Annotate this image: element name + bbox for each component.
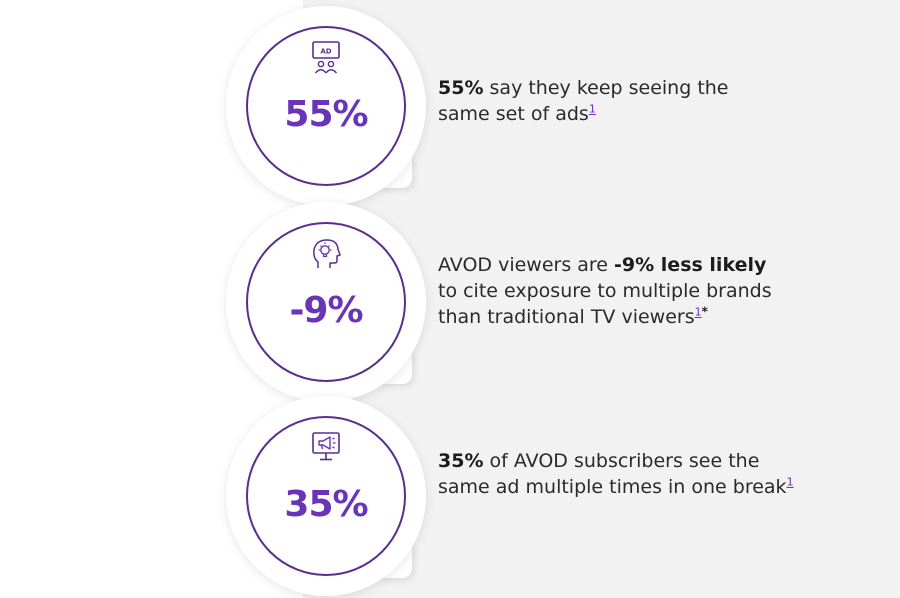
caption-text: AVOD viewers are [438, 254, 615, 276]
stat-bubble-3: 35% [226, 396, 426, 596]
caption-text: same set of ads [438, 103, 589, 125]
caption-bold: 35% [438, 450, 484, 472]
footnote-link[interactable]: 1 [694, 305, 702, 319]
head-lightbulb-icon [310, 236, 342, 272]
stat-bubble-1: AD 55% [226, 6, 426, 206]
footnote-link[interactable]: 1 [786, 475, 794, 489]
stat-ring [246, 222, 406, 382]
ad-label: AD [320, 48, 331, 56]
footnote-asterisk: * [701, 304, 708, 319]
stat-value: 35% [284, 484, 368, 525]
stat-bubble-2: -9% [226, 202, 426, 402]
stat-caption-2: AVOD viewers are -9% less likely to cite… [438, 252, 878, 330]
caption-bold: 55% [438, 77, 484, 99]
stat-value: 55% [284, 94, 368, 135]
stat-caption-1: 55% say they keep seeing the same set of… [438, 75, 878, 127]
caption-text: to cite exposure to multiple brands [438, 280, 772, 302]
ad-screen-audience-icon: AD [310, 40, 342, 76]
stat-ring [246, 26, 406, 186]
stat-value: -9% [289, 290, 363, 331]
stat-caption-3: 35% of AVOD subscribers see the same ad … [438, 448, 878, 500]
megaphone-monitor-icon [310, 430, 342, 466]
caption-text: of AVOD subscribers see the [483, 450, 760, 472]
footnote-link[interactable]: 1 [588, 102, 596, 116]
caption-text: than traditional TV viewers [438, 306, 695, 328]
caption-text: same ad multiple times in one break [438, 476, 787, 498]
stat-ring [246, 416, 406, 576]
caption-bold: -9% less likely [614, 254, 767, 276]
caption-text: say they keep seeing the [483, 77, 729, 99]
